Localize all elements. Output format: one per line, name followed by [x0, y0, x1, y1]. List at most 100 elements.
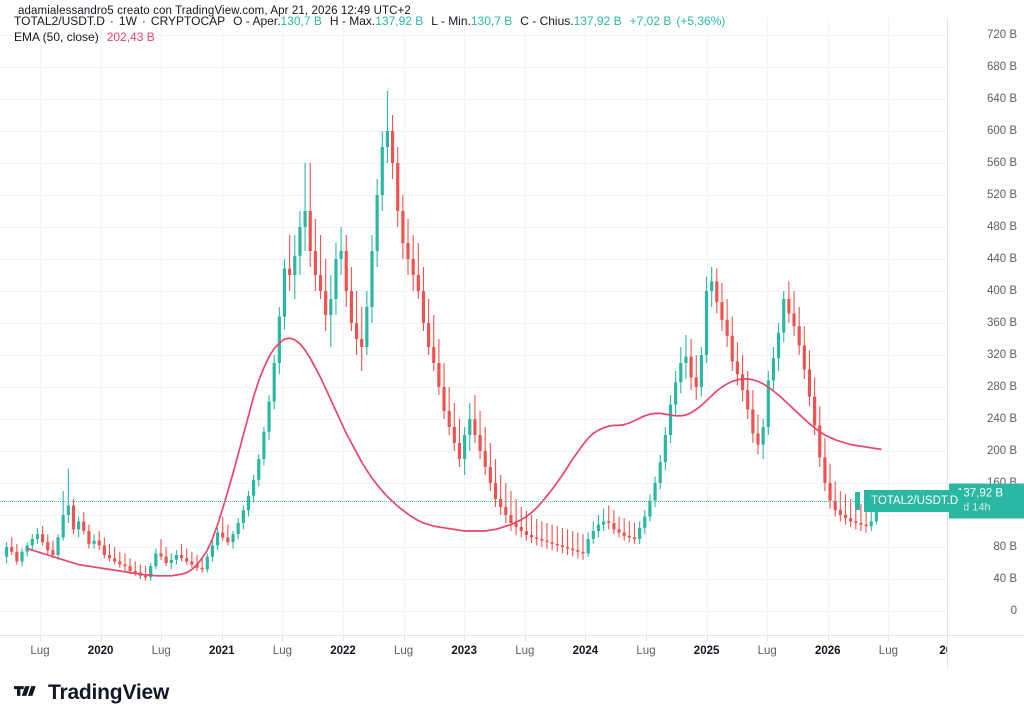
gridline-vertical — [343, 18, 344, 635]
current-price-badge[interactable]: 137,92 B 5d 14h — [949, 483, 1024, 519]
price-tick-label: 320 B — [986, 349, 1017, 361]
candlestick — [349, 267, 353, 331]
candlestick — [354, 291, 359, 355]
candlestick — [30, 534, 34, 551]
candlestick — [262, 427, 266, 466]
gridline-horizontal — [0, 35, 947, 36]
gridline-vertical — [101, 18, 102, 635]
time-tick-separator — [343, 636, 344, 641]
candlestick — [776, 323, 781, 371]
candlestick — [684, 335, 688, 379]
candlestick — [370, 235, 374, 323]
time-tick-label: 2024 — [572, 645, 599, 657]
candlestick — [766, 371, 770, 435]
price-tick-label: 240 B — [986, 413, 1017, 425]
candlestick — [149, 563, 153, 581]
candlestick — [699, 347, 703, 397]
candlestick — [123, 553, 127, 571]
gridline-vertical — [222, 18, 223, 635]
candlestick — [797, 307, 801, 355]
time-tick-separator — [222, 636, 223, 641]
symbol-price-tag[interactable]: TOTAL2/USDT.D — [864, 489, 965, 512]
candlestick — [4, 542, 9, 563]
candlestick — [421, 267, 426, 331]
candlestick — [720, 283, 724, 331]
candlestick — [658, 455, 662, 490]
price-tick-label: 560 B — [986, 157, 1017, 169]
gridline-horizontal — [0, 131, 947, 132]
candlestick — [396, 147, 400, 227]
candlestick — [493, 459, 498, 507]
candlestick — [375, 179, 379, 267]
candlestick — [483, 427, 487, 475]
price-tick-label: 440 B — [986, 253, 1017, 265]
price-tick-label: 400 B — [986, 285, 1017, 297]
price-line-handle[interactable] — [855, 491, 860, 510]
price-scale[interactable]: 720 B 680 B 640 B 600 B 560 B 520 B 480 B 440 B… — [947, 18, 1024, 635]
time-tick-label: Lug — [515, 645, 535, 657]
candlestick — [87, 524, 91, 549]
candlestick — [221, 516, 225, 541]
tradingview-wordmark: TradingView — [48, 681, 170, 704]
candlestick — [514, 499, 518, 535]
candlestick — [838, 491, 842, 522]
chart-plot-area[interactable] — [0, 18, 947, 635]
candlestick — [519, 507, 523, 538]
price-tick-label: 480 B — [986, 221, 1017, 233]
candlestick — [118, 551, 122, 568]
candlestick — [668, 395, 673, 443]
time-tick-separator — [888, 636, 889, 641]
candlestick — [344, 235, 348, 307]
candlestick — [715, 268, 719, 314]
candlestick — [195, 555, 199, 571]
candlestick — [828, 463, 832, 509]
candlestick — [231, 531, 235, 549]
candlestick — [56, 534, 60, 560]
candlestick — [185, 548, 189, 565]
time-tick-separator — [525, 636, 526, 641]
candlestick — [818, 406, 822, 467]
candlestick — [401, 195, 405, 259]
candlestick — [329, 275, 333, 347]
candlestick — [473, 395, 477, 443]
candlestick — [334, 243, 338, 315]
gridline-horizontal — [0, 67, 947, 68]
gridline-horizontal — [0, 195, 947, 196]
candlestick — [97, 531, 101, 551]
time-tick-label: Lug — [757, 645, 777, 657]
candlestick — [200, 558, 204, 573]
price-tick-label: 280 B — [986, 381, 1017, 393]
time-scale[interactable]: Lug 2020 Lug 2021 Lug 2022 Lug 2023 Lug 2024 Lug 20… — [0, 635, 959, 669]
price-tick-label: 360 B — [986, 317, 1017, 329]
candlestick — [411, 235, 415, 291]
candlestick — [874, 499, 878, 525]
gridline-horizontal — [0, 515, 947, 516]
time-tick-separator — [40, 636, 41, 641]
candlestick — [710, 267, 714, 307]
tradingview-logo[interactable]: TradingView — [14, 681, 169, 705]
candlestick — [272, 355, 276, 410]
time-tick-label: 2026 — [815, 645, 841, 657]
candlestick — [545, 523, 549, 549]
time-tick-separator — [585, 636, 586, 641]
candlestick — [236, 518, 240, 539]
candlestick — [761, 419, 765, 459]
axis-corner — [947, 635, 1024, 669]
time-tick-separator — [828, 636, 829, 641]
candlestick — [746, 371, 750, 419]
gridline-vertical — [40, 18, 41, 635]
candlestick — [437, 339, 441, 395]
candlestick — [704, 276, 709, 363]
candlestick — [107, 543, 112, 562]
candlestick — [602, 508, 606, 531]
candlestick — [15, 543, 19, 565]
candlestick — [627, 521, 631, 543]
ema-line — [26, 337, 882, 577]
candlestick — [324, 259, 328, 331]
candlestick — [560, 527, 565, 554]
candlestick — [607, 505, 611, 530]
candlestick — [154, 548, 158, 570]
candlestick — [535, 519, 539, 546]
candlestick — [849, 499, 853, 527]
time-tick-separator — [282, 636, 283, 641]
